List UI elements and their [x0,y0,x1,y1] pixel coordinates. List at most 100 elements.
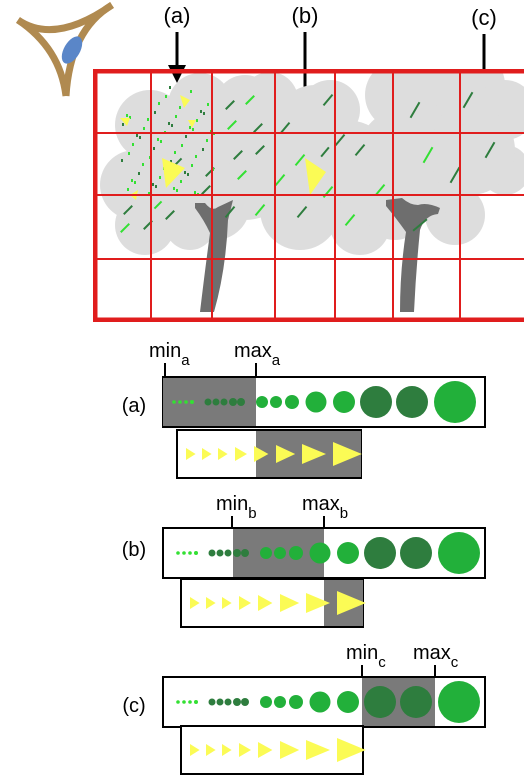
screen-grid [93,69,524,322]
row-label: (c) [122,695,145,717]
max-label: maxa [234,340,281,369]
leaf-mark [296,205,308,219]
lod-circle [305,391,327,413]
lod-triangle [190,744,200,756]
lod-circle [212,398,220,406]
lod-circle [396,386,428,418]
lod-triangle [239,596,251,610]
flower-mark [180,95,190,108]
max-subscript: a [272,352,281,369]
lod-circle [190,400,194,404]
leaf-dot [174,151,176,154]
lod-circle [434,381,476,423]
leaf-mark [409,101,421,119]
leaf-dot [131,179,133,182]
flower-mark [188,120,196,128]
lod-circle [241,698,249,706]
leaf-dot [187,173,189,176]
leaf-dot [196,119,198,122]
row-c: (c)minc maxc [122,642,486,775]
leaf-mark [245,95,255,105]
leaf-mark [227,120,237,130]
lod-triangle [218,448,228,460]
lod-triangle [333,442,362,466]
canopy-blob [115,195,175,255]
leaf-mark [255,145,265,155]
leaf-mark [279,121,291,135]
lod-triangle [337,591,366,615]
lod-circle [256,396,268,408]
lod-circle [216,549,224,557]
lod-triangle [306,593,330,613]
lod-circle [289,546,303,560]
lod-triangle [239,743,251,757]
leaf-dot [206,139,208,142]
leaf-dot [191,164,193,167]
top-label-a-group: (a) [164,3,190,83]
lod-circle [337,542,359,564]
leaf-dot [126,114,128,117]
leaf-dot [138,172,140,175]
lod-circle [184,400,188,404]
top-label-c: (c) [471,5,497,30]
leaf-dot [148,192,150,195]
lod-rows: (a)mina maxa(b)minb maxb(c)minc maxc [122,340,486,775]
lod-triangle [280,741,300,759]
lod-circle [204,398,212,406]
leaf-mark [123,205,133,215]
leaf-mark [224,205,236,219]
leaf-group [120,91,496,233]
lod-circle [333,391,355,413]
leaf-mark [354,143,366,157]
lod-circle [182,700,186,704]
lod-circle [194,551,198,555]
leaf-dot [155,185,157,188]
leaf-dot [190,90,192,93]
lod-triangle [186,448,196,460]
lod-circle [438,532,480,574]
lod-triangle [190,597,200,609]
lod-triangle [254,446,269,462]
min-subscript: b [248,505,256,522]
lod-circle [194,700,198,704]
row-a: (a) mina maxa [122,340,486,479]
leaf-dot [121,159,123,162]
lod-circle [233,549,241,557]
lod-triangle [337,738,366,762]
lod-circle [364,537,396,569]
leaf-dot [192,128,194,131]
leaf-dot [157,138,159,141]
leaf-dot [139,136,141,139]
lod-triangle [206,597,216,609]
canopy-blob [180,170,250,240]
flower-mark [305,158,326,195]
canopy-blob [260,170,340,250]
leaf-dot [153,147,155,150]
lod-circle [274,696,286,708]
min-label: mina [149,340,190,369]
leaf-dot [180,180,182,183]
lod-circle [182,551,186,555]
leaf-dot [175,115,177,118]
leaf-mark [412,218,428,232]
lod-triangle [302,444,326,464]
leaf-dot [181,144,183,147]
lod-triangle [276,445,296,463]
leaf-dot [200,110,202,113]
leaf-mark [422,146,434,164]
flower-mark [120,118,130,126]
leaf-dot [203,112,205,115]
leaf-mark [274,173,286,187]
min-label: minc [346,642,386,671]
lod-triangle [206,744,216,756]
lod-circle [285,395,299,409]
leaf-dot [159,176,161,179]
leaf-dot [158,102,160,105]
leaf-dot [184,171,186,174]
max-subscript: b [340,505,348,522]
top-label-b: (b) [292,3,319,28]
lod-circle [337,691,359,713]
lod-triangle [258,595,273,611]
lod-circle [208,698,216,706]
